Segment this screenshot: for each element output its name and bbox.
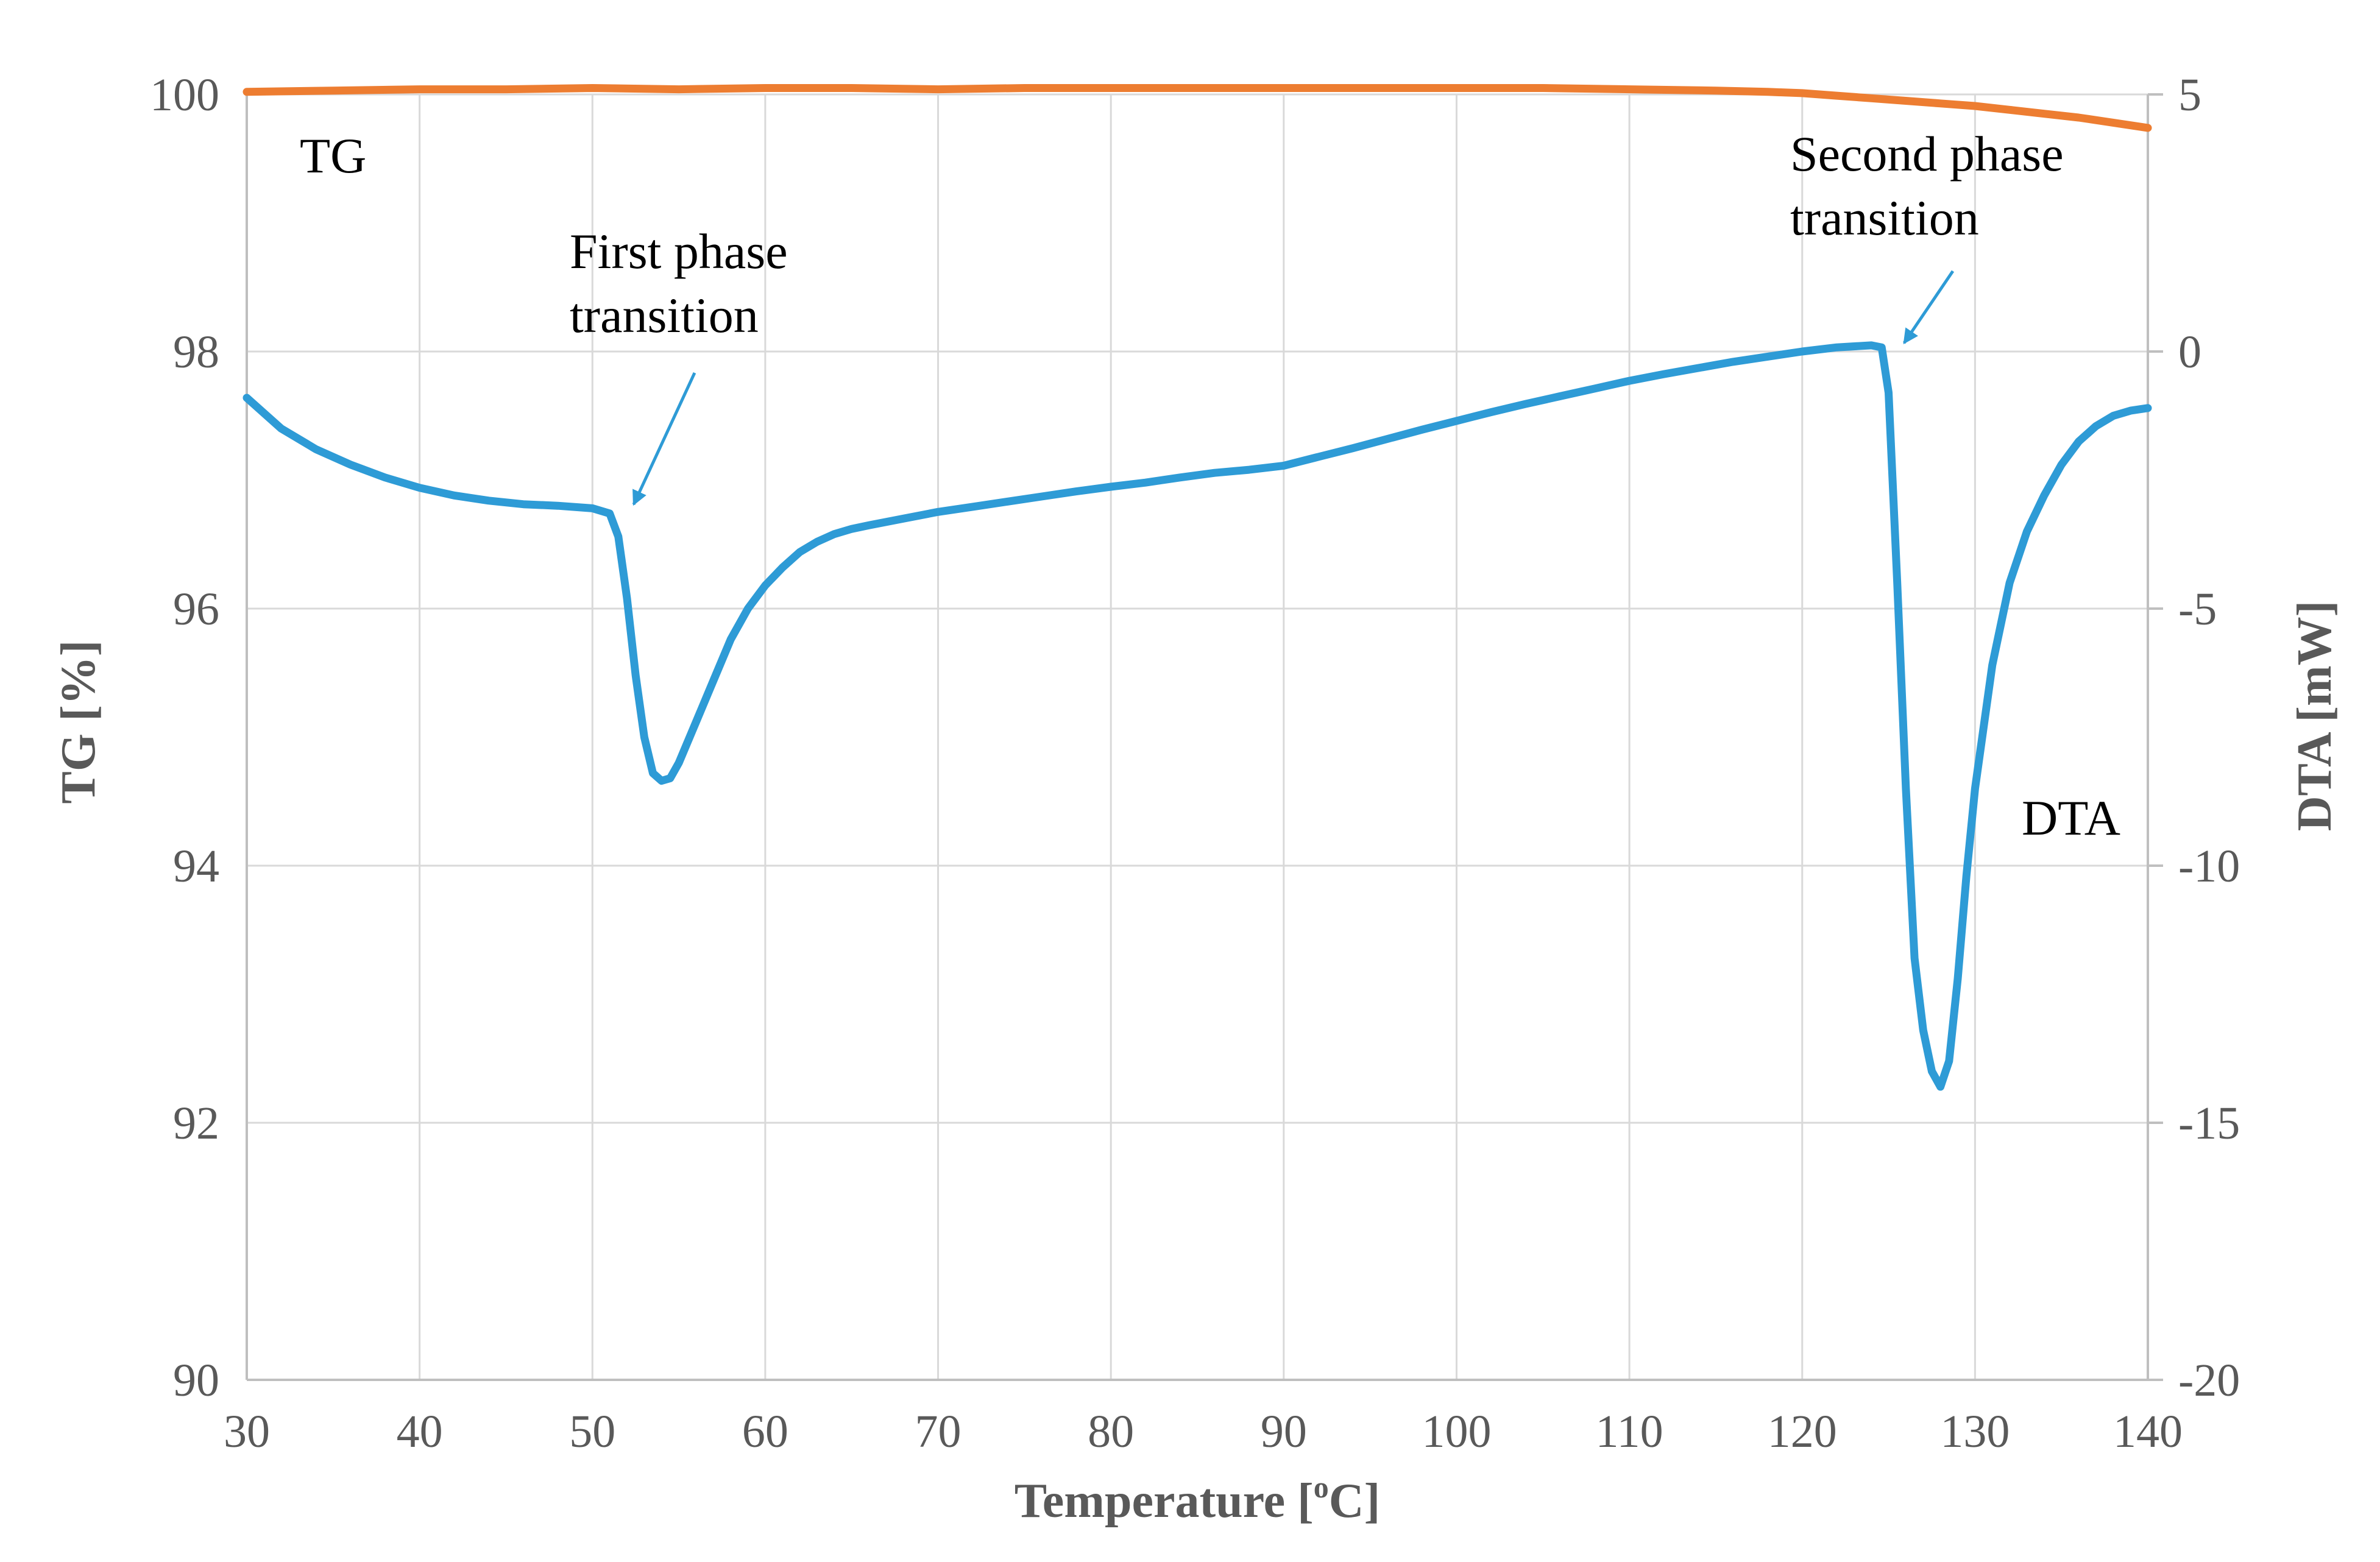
y-right-tick-labels: -20 -15 -10 -5 0 5: [2178, 69, 2240, 1406]
y-right-axis-title: DTA [mW]: [2288, 601, 2342, 831]
y-left-tick-label: 96: [173, 584, 219, 635]
x-tick-label: 90: [1261, 1406, 1307, 1457]
y-right-tick-label: 0: [2178, 327, 2201, 378]
x-tick-label: 80: [1088, 1406, 1134, 1457]
y-right-tick-label: -10: [2178, 841, 2240, 892]
dta-label: DTA: [2022, 790, 2120, 846]
x-tick-label: 120: [1768, 1406, 1837, 1457]
second-transition-arrow: [1902, 270, 1955, 345]
x-tick-label: 70: [915, 1406, 962, 1457]
x-tick-label: 50: [569, 1406, 615, 1457]
x-tick-label: 40: [397, 1406, 443, 1457]
x-tick-label: 100: [1422, 1406, 1491, 1457]
y-right-tick-label: -20: [2178, 1355, 2240, 1406]
first-transition-label-line1: First phase: [570, 224, 788, 279]
y-left-tick-label: 100: [150, 69, 219, 121]
x-tick-label: 60: [742, 1406, 788, 1457]
y-left-tick-label: 90: [173, 1355, 219, 1406]
y-left-tick-labels: 90 92 94 96 98 100: [150, 69, 219, 1406]
y-left-tick-label: 92: [173, 1098, 219, 1149]
axes: [246, 94, 2149, 1381]
y-left-axis-title: TG [%]: [52, 640, 105, 804]
right-axis-tick-marks: [2148, 93, 2163, 1381]
x-tick-label: 110: [1595, 1406, 1663, 1457]
x-tick-labels: 30 40 50 60 70 80 90 100 110 120 130 140: [224, 1406, 2183, 1457]
first-transition-arrow: [632, 372, 696, 506]
tg-label: TG: [300, 128, 366, 183]
y-right-tick-label: -15: [2178, 1098, 2240, 1149]
grid-vertical-lines: [246, 94, 2149, 1380]
y-right-tick-label: 5: [2178, 69, 2201, 121]
x-tick-label: 140: [2113, 1406, 2183, 1457]
grid-horizontal-lines: [247, 93, 2148, 1381]
x-tick-label: 130: [1940, 1406, 2010, 1457]
y-left-tick-label: 94: [173, 841, 219, 892]
second-transition-label-line2: transition: [1790, 190, 1979, 246]
series-tg-line: [243, 84, 2152, 132]
x-axis-title: Temperature [oC]: [1015, 1470, 1380, 1528]
first-transition-label-line2: transition: [570, 288, 759, 343]
series-dta-line: [243, 341, 2152, 1091]
x-tick-label: 30: [224, 1406, 270, 1457]
y-left-tick-label: 98: [173, 327, 219, 378]
y-right-tick-label: -5: [2178, 584, 2217, 635]
second-transition-label-line1: Second phase: [1790, 126, 2064, 182]
